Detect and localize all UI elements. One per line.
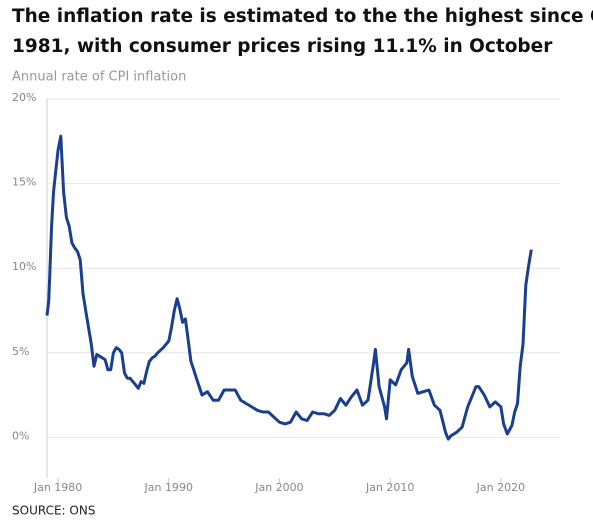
x-tick-label: Jan 2010	[365, 481, 414, 494]
y-tick-label: 15%	[12, 176, 36, 189]
x-tick-label: Jan 1990	[144, 481, 193, 494]
chart-subtitle: Annual rate of CPI inflation	[12, 70, 186, 85]
y-tick-label: 20%	[12, 91, 36, 104]
x-tick-label: Jan 2000	[254, 481, 303, 494]
x-tick-label: Jan 1980	[33, 481, 82, 494]
line	[45, 134, 533, 441]
y-tick-label: 5%	[12, 345, 29, 358]
y-tick-label: 0%	[12, 429, 29, 442]
chart-title: 1981, with consumer prices rising 11.1% …	[12, 36, 553, 57]
source: SOURCE: ONS	[12, 504, 95, 518]
y-tick-label: 10%	[12, 260, 36, 273]
chart-title: The inflation rate is estimated to the t…	[12, 6, 593, 27]
x-tick-label: Jan 2020	[476, 481, 525, 494]
